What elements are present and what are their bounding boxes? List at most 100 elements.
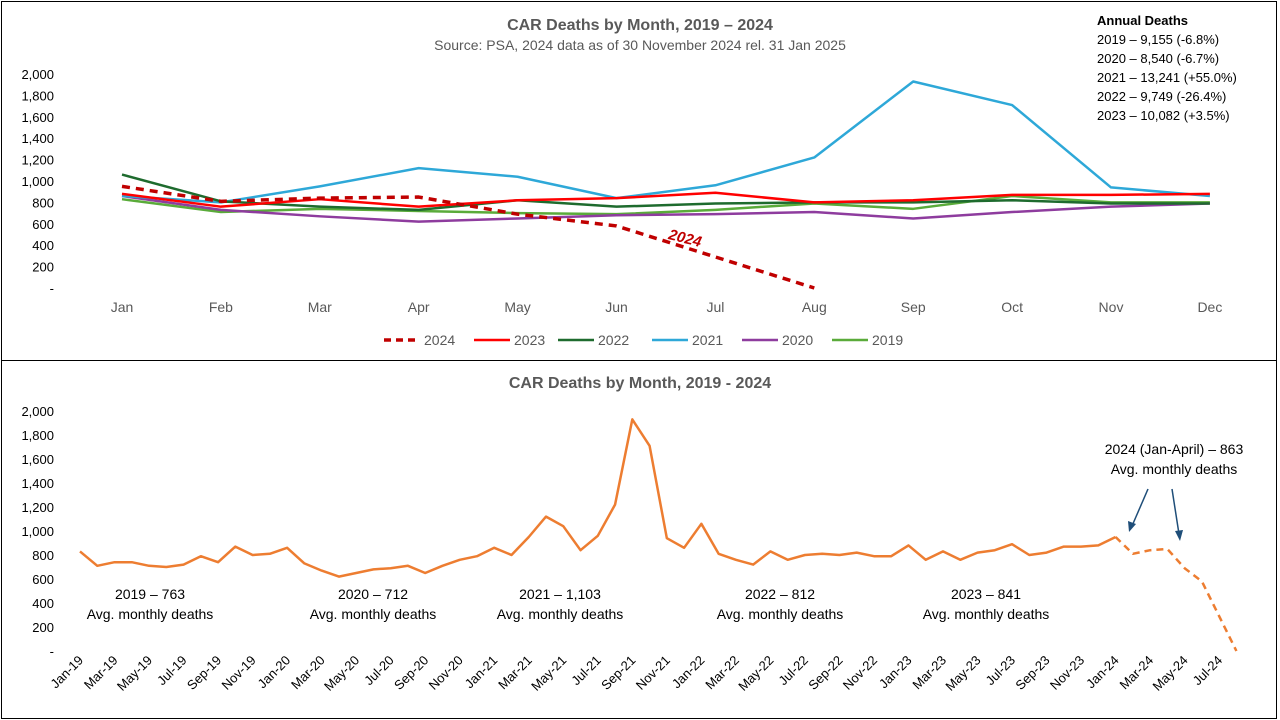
- top-chart-panel: CAR Deaths by Month, 2019 – 2024 Source:…: [1, 1, 1277, 361]
- legend-label-2023: 2023: [514, 332, 545, 348]
- legend-label-2022: 2022: [598, 332, 629, 348]
- bottom-chart-title: CAR Deaths by Month, 2019 - 2024: [509, 375, 771, 392]
- annual-deaths-line: 2021 – 13,241 (+55.0%): [1097, 70, 1237, 85]
- y-tick-label: 400: [32, 238, 54, 253]
- annual-deaths-title: Annual Deaths: [1097, 13, 1188, 28]
- x-tick-label: Sep-20: [391, 653, 431, 693]
- bottom-y-axis: - 200 400 600 800 1,000 1,200 1,400 1,600 1,800 2,…: [21, 404, 54, 659]
- annotation-2022: 2022 – 812 Avg. monthly deaths: [717, 586, 844, 622]
- top-legend: 2024 2023 2022 2021 2020 2019: [384, 332, 903, 348]
- y-tick-label: -: [50, 281, 54, 296]
- x-tick-label: Jan-23: [876, 653, 915, 692]
- annual-deaths-box: Annual Deaths 2019 – 9,155 (-6.8%) 2020 …: [1097, 13, 1237, 123]
- x-tick-label: Mar-22: [702, 653, 742, 693]
- series-line-2023: [121, 191, 1210, 208]
- x-tick-label: May-23: [942, 653, 983, 694]
- legend-label-2019: 2019: [872, 332, 903, 348]
- annotation-2024: 2024 (Jan-April) – 863 Avg. monthly deat…: [1105, 441, 1244, 541]
- x-tick-label: Nov-20: [426, 653, 466, 693]
- y-tick-label: 1,800: [21, 428, 54, 443]
- y-tick-label: 200: [32, 260, 54, 275]
- x-tick-label: Nov: [1099, 299, 1124, 315]
- legend-label-2021: 2021: [692, 332, 723, 348]
- x-tick-label: Mar-19: [81, 653, 121, 693]
- x-tick-label: Apr: [408, 299, 430, 315]
- monthly-deaths-by-year-chart: CAR Deaths by Month, 2019 – 2024 Source:…: [21, 13, 1237, 348]
- series-line-2022: [121, 173, 1210, 212]
- annotation-label: Avg. monthly deaths: [310, 606, 437, 622]
- annotation-label: 2022 – 812: [745, 586, 815, 602]
- x-tick-label: May: [504, 299, 530, 315]
- x-tick-label: Nov-23: [1047, 653, 1087, 693]
- annual-deaths-line: 2022 – 9,749 (-26.4%): [1097, 89, 1226, 104]
- y-tick-label: 800: [32, 195, 54, 210]
- annotation-label: Avg. monthly deaths: [923, 606, 1050, 622]
- x-tick-label: Jan-22: [669, 653, 708, 692]
- bottom-chart-panel: CAR Deaths by Month, 2019 - 2024 - 200 400…: [1, 360, 1277, 719]
- y-tick-label: 600: [32, 572, 54, 587]
- y-tick-label: 1,000: [21, 174, 54, 189]
- x-tick-label: Jul: [706, 299, 724, 315]
- x-tick-label: Dec: [1197, 299, 1222, 315]
- x-tick-label: Sep-22: [805, 653, 845, 693]
- y-tick-label: 1,600: [21, 110, 54, 125]
- y-tick-label: 1,200: [21, 500, 54, 515]
- top-chart-subtitle: Source: PSA, 2024 data as of 30 November…: [434, 37, 846, 53]
- annotation-2023: 2023 – 841 Avg. monthly deaths: [923, 586, 1050, 622]
- y-tick-label: 1,600: [21, 452, 54, 467]
- bottom-series-line: [79, 418, 1238, 652]
- annotation-label: Avg. monthly deaths: [717, 606, 844, 622]
- x-tick-label: May-19: [114, 653, 155, 694]
- y-tick-label: 200: [32, 620, 54, 635]
- annual-deaths-line: 2020 – 8,540 (-6.7%): [1097, 51, 1219, 66]
- y-tick-label: 1,200: [21, 153, 54, 168]
- annotation-2020: 2020 – 712 Avg. monthly deaths: [310, 586, 437, 622]
- y-tick-label: 2,000: [21, 67, 54, 82]
- annotation-label: 2024 (Jan-April) – 863: [1105, 441, 1244, 457]
- x-tick-label: May-22: [735, 653, 776, 694]
- annotation-arrow: [1131, 488, 1149, 527]
- series-line-2019: [121, 194, 1210, 216]
- x-tick-label: Sep-19: [184, 653, 224, 693]
- x-tick-label: Mar-23: [909, 653, 949, 693]
- annotation-label: Avg. monthly deaths: [497, 606, 624, 622]
- x-tick-label: Nov-21: [633, 653, 673, 693]
- y-tick-label: 2,000: [21, 404, 54, 419]
- legend-label-2020: 2020: [782, 332, 813, 348]
- legend-label-2024: 2024: [424, 332, 455, 348]
- series-line-2024-dashed: [1114, 536, 1238, 652]
- annual-deaths-line: 2023 – 10,082 (+3.5%): [1097, 108, 1230, 123]
- annotation-label: 2021 – 1,103: [519, 586, 601, 602]
- bottom-x-axis: Jan-19Mar-19May-19Jul-19Sep-19Nov-19Jan-…: [47, 653, 1225, 694]
- x-tick-label: Aug: [802, 299, 827, 315]
- annotation-2019: 2019 – 763 Avg. monthly deaths: [87, 586, 214, 622]
- x-tick-label: Nov-19: [218, 653, 258, 693]
- top-y-axis: - 200 400 600 800 1,000 1,200 1,400 1,600 1,800 2,…: [21, 67, 54, 296]
- x-tick-label: Jan-24: [1083, 653, 1122, 692]
- x-tick-label: May-20: [321, 653, 362, 694]
- y-tick-label: -: [50, 644, 54, 659]
- x-tick-label: Jul-24: [1190, 653, 1226, 689]
- x-tick-label: Nov-22: [840, 653, 880, 693]
- x-tick-label: May-24: [1149, 653, 1190, 694]
- x-tick-label: Mar-24: [1117, 653, 1157, 693]
- x-tick-label: Sep-23: [1012, 653, 1052, 693]
- monthly-deaths-timeline-chart: CAR Deaths by Month, 2019 - 2024 - 200 400…: [21, 375, 1244, 694]
- annotation-arrow: [1171, 488, 1180, 535]
- series-line-solid: [79, 418, 1117, 578]
- x-tick-label: Oct: [1001, 299, 1023, 315]
- series-line-2024: [121, 184, 815, 290]
- series-label-2024: 2024: [666, 226, 704, 251]
- x-tick-label: May-21: [528, 653, 569, 694]
- x-tick-label: Sep: [901, 299, 926, 315]
- x-tick-label: Jan: [111, 299, 134, 315]
- y-tick-label: 1,400: [21, 131, 54, 146]
- annotation-label: 2019 – 763: [115, 586, 185, 602]
- series-line-2021: [121, 80, 1211, 204]
- y-tick-label: 1,400: [21, 476, 54, 491]
- y-tick-label: 1,000: [21, 524, 54, 539]
- annual-deaths-line: 2019 – 9,155 (-6.8%): [1097, 32, 1219, 47]
- x-tick-label: Jan-20: [255, 653, 294, 692]
- x-tick-label: Jan-21: [462, 653, 501, 692]
- annotation-label: Avg. monthly deaths: [87, 606, 214, 622]
